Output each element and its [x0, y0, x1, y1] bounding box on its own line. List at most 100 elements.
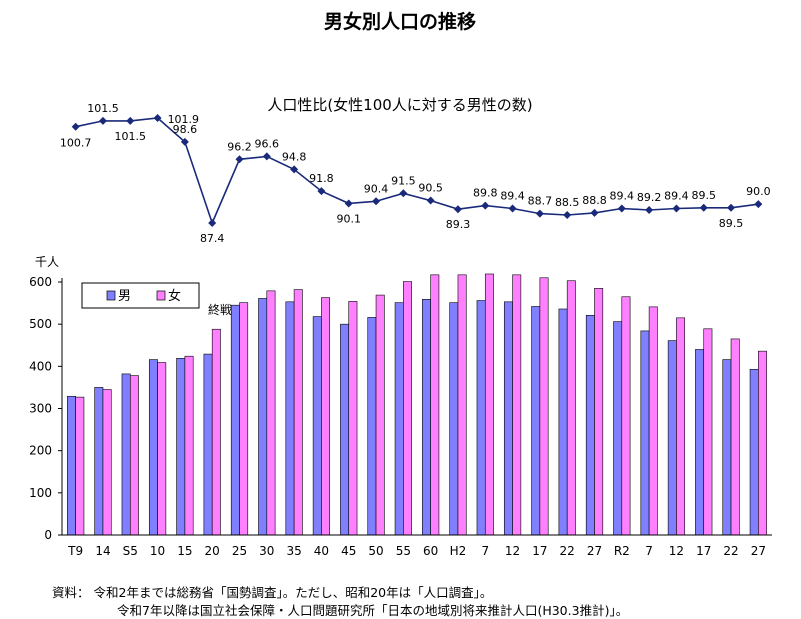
bar-female	[539, 277, 549, 536]
line-chart-title: 人口性比(女性100人に対する男性の数)	[267, 96, 532, 114]
bar-male	[312, 316, 322, 536]
sex-ratio-point	[453, 205, 462, 214]
sex-ratio-point	[727, 203, 736, 212]
sex-ratio-label: 89.4	[500, 190, 525, 203]
x-tick-label: 35	[286, 544, 301, 558]
bar-female	[621, 296, 631, 536]
population-bar-chart: 0 100 200 300 400 500 600 T9 14 S5 10 15 20 25 30 35 40 4…	[29, 273, 772, 558]
bar-female	[129, 375, 139, 536]
bar-female	[430, 274, 440, 536]
sex-ratio-point	[617, 204, 626, 213]
y-tick-label: 400	[29, 359, 52, 373]
sex-ratio-label: 89.8	[473, 187, 498, 200]
bar-female	[403, 281, 412, 536]
x-tick-label: 20	[205, 544, 220, 558]
sex-ratio-label: 90.0	[746, 185, 771, 198]
x-tick-label: 27	[751, 544, 766, 558]
sex-ratio-point	[372, 197, 381, 206]
sex-ratio-point	[590, 208, 599, 217]
chart-title: 男女別人口の推移	[324, 10, 476, 33]
source-text-2: 令和7年以降は国立社会保障・人口問題研究所「日本の地域別将来推計人口(H30.3…	[117, 603, 629, 618]
sex-ratio-label: 101.5	[87, 102, 119, 115]
sex-ratio-label: 89.2	[637, 191, 662, 204]
sex-ratio-point	[126, 116, 135, 125]
bar-female	[566, 280, 576, 536]
x-tick-label: 27	[587, 544, 602, 558]
bar-female	[703, 328, 713, 536]
bar-female	[266, 290, 276, 536]
sex-ratio-point	[153, 114, 162, 122]
y-tick-label: 300	[29, 402, 52, 416]
sex-ratio-label: 91.8	[309, 172, 334, 185]
bar-female	[457, 274, 467, 536]
war-end-annotation: 終戦	[208, 302, 232, 317]
y-tick-label: 0	[44, 528, 52, 542]
legend: 男 女	[81, 282, 200, 309]
sex-ratio-label: 101.9	[168, 113, 200, 126]
bar-male	[148, 359, 158, 536]
x-tick-label: R2	[614, 544, 630, 558]
x-tick-label: 15	[177, 544, 192, 558]
bar-male	[558, 308, 568, 536]
bar-male	[449, 302, 459, 536]
bar-male	[695, 349, 705, 536]
sex-ratio-label: 87.4	[200, 232, 225, 245]
sex-ratio-label: 89.4	[610, 190, 635, 203]
sex-ratio-point	[481, 201, 490, 210]
bar-male	[722, 359, 732, 536]
sex-ratio-label: 89.4	[664, 190, 689, 203]
sex-ratio-point	[98, 116, 107, 125]
sex-ratio-point	[262, 152, 271, 161]
x-tick-label: 12	[505, 544, 520, 558]
bar-male	[531, 306, 541, 536]
x-tick-label: 55	[396, 544, 411, 558]
sex-ratio-label: 101.5	[115, 130, 147, 143]
x-tick-label: 10	[150, 544, 165, 558]
bar-female	[512, 274, 522, 536]
bar-female	[157, 362, 167, 536]
sex-ratio-label: 90.5	[418, 182, 443, 195]
sex-ratio-label: 89.3	[446, 218, 471, 231]
bar-female	[730, 338, 740, 536]
y-tick-label: 200	[29, 444, 52, 458]
bar-male	[503, 301, 513, 536]
x-tick-label: 17	[696, 544, 711, 558]
x-tick-label: 30	[259, 544, 274, 558]
y-tick-label: 100	[29, 486, 52, 500]
sex-ratio-point	[754, 200, 763, 209]
y-tick-label: 600	[29, 275, 52, 289]
x-tick-label: 50	[368, 544, 383, 558]
sex-ratio-point	[235, 155, 244, 164]
bar-female	[676, 317, 686, 536]
bar-male	[476, 300, 486, 536]
x-tick-label: 7	[481, 544, 489, 558]
bar-female	[375, 294, 385, 536]
bar-male	[613, 321, 623, 536]
sex-ratio-label: 88.5	[555, 196, 580, 209]
source-note-line1: 資料： 令和2年までは総務省「国勢調査」。ただし、昭和20年は「人口調査」。	[52, 582, 492, 601]
bar-male	[749, 368, 759, 536]
bar-male	[422, 298, 431, 536]
sex-ratio-point	[180, 137, 189, 146]
bar-female	[348, 301, 358, 536]
x-tick-label: 17	[532, 544, 547, 558]
sex-ratio-point	[426, 196, 435, 205]
bar-male	[667, 340, 677, 536]
x-tick-label: S5	[123, 544, 138, 558]
bar-female	[594, 288, 604, 536]
x-tick-label: 22	[560, 544, 575, 558]
sex-ratio-point	[71, 122, 80, 131]
sex-ratio-label: 88.7	[528, 195, 553, 208]
bar-female	[239, 302, 249, 536]
bar-female	[758, 350, 767, 536]
x-tick-label: 14	[95, 544, 110, 558]
bar-female	[648, 306, 658, 536]
sex-ratio-point	[290, 165, 299, 174]
sex-ratio-label: 96.2	[227, 140, 252, 153]
legend-male-swatch	[106, 290, 116, 301]
sex-ratio-point	[399, 189, 408, 198]
bar-male	[640, 330, 650, 536]
bar-male	[176, 358, 186, 536]
bar-female	[293, 289, 303, 536]
